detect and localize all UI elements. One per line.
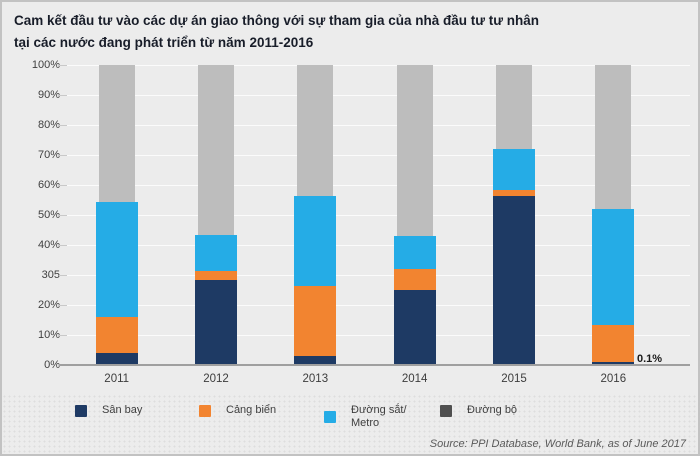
bar-segment [95,353,138,365]
gridline [67,155,690,156]
y-tick-label: 20% [37,299,60,311]
gridline [67,275,690,276]
legend-item: Sân bay [75,404,142,417]
bar-segment [95,317,138,353]
bar-slot [464,65,563,365]
bar-slot [564,65,663,365]
plot-area: 0.1% [59,65,690,366]
bar-segment [393,236,436,269]
chart-title: Cam kết đầu tư vào các dự án giao thông … [14,10,654,53]
bar-slot [266,65,365,365]
tick-mark [59,305,67,306]
legend-swatch-orange [199,404,211,417]
tick-mark [59,155,67,156]
y-tick-label: 90% [37,89,60,101]
gridline [67,305,690,306]
bar-slot [365,65,464,365]
chart-title-line2: tại các nước đang phát triển từ năm 2011… [14,34,314,50]
tick-mark [59,335,67,336]
bar-segment [592,324,635,362]
bar-segment [495,65,532,149]
legend-label: Cảng biển [226,404,277,416]
legend-swatch-gray_legend [440,404,452,417]
x-axis-line [59,364,690,366]
y-tick-label: 100% [31,59,60,71]
y-tick-label: 0% [44,359,60,371]
bar-segment [592,209,635,325]
y-tick-label: 10% [37,329,60,341]
bar-segment [294,285,337,356]
bar-column [95,65,138,365]
bar-segment [492,149,535,190]
bar-segment [95,201,138,317]
bar-segment [194,234,237,271]
gridline [67,335,690,336]
y-tick-label: 305 [41,269,60,281]
bar-slot [166,65,265,365]
tick-mark [59,275,67,276]
legend-item: Đường sắt/ Metro [324,404,407,430]
bar-slot [67,65,166,365]
bar-segment [396,65,433,236]
bar-segment [592,362,635,365]
bar-column [393,65,436,365]
bar-column [194,65,237,365]
bar-segment [393,269,436,290]
tick-mark [59,215,67,216]
legend-label: Sân bay [102,404,143,416]
chart-title-line1: Cam kết đầu tư vào các dự án giao thông … [14,13,540,28]
bar-segment [492,189,535,196]
bar-segment [194,270,237,280]
gridline [67,215,690,216]
x-tick-label: 2014 [401,373,428,385]
bar-column [492,65,535,365]
y-tick-label: 70% [37,149,60,161]
bar-segment [393,290,436,365]
gridline [67,245,690,246]
bar-column [592,65,635,365]
bar-segment [492,195,535,365]
y-tick-label: 50% [37,209,60,221]
tick-mark [59,95,67,96]
x-tick-label: 2015 [501,373,527,385]
x-tick-label: 2016 [600,373,627,385]
y-tick-label: 80% [37,119,60,131]
legend-label: Đường sắt/ Metro [351,404,407,429]
tick-mark [59,185,67,186]
gridline [67,95,690,96]
legend-item: Đường bộ [440,404,517,417]
source-note: Source: PPI Database, World Bank, as of … [429,438,686,450]
legend: Sân bay Cảng biển Đường sắt/ Metro Đường bộ [2,404,698,438]
gridline [67,185,690,186]
x-tick-label: 2013 [302,373,329,385]
halftone-texture [2,394,698,454]
legend-item: Cảng biển [199,404,276,417]
gridline [67,65,690,66]
bar-segment [294,195,337,286]
x-tick-label: 2011 [104,373,130,385]
gridline [67,125,690,126]
legend-swatch-blue [324,411,336,423]
y-axis: 0% 10% 20% 305 40% 50% 60% 70% 80% 90% 100% [20,59,60,371]
tick-mark [59,65,67,66]
y-tick-label: 60% [37,179,60,191]
value-annotation: 0.1% [637,353,663,365]
bar-segment [197,65,234,235]
bar-segment [294,356,337,365]
bar-segment [595,65,632,209]
tick-mark [59,245,67,246]
x-tick-label: 2012 [203,373,229,385]
bar-segment [98,65,135,202]
x-axis: 2011 2012 2013 2014 2015 2016 [67,373,663,389]
y-tick-label: 40% [37,239,60,251]
bar-column [294,65,337,365]
tick-mark [59,125,67,126]
bar-segment [297,65,334,196]
bar-segment [194,279,237,365]
legend-label: Đường bộ [467,404,518,416]
bars-band [67,65,663,365]
legend-swatch-navy [75,404,87,417]
